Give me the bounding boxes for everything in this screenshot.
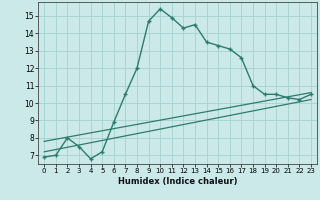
X-axis label: Humidex (Indice chaleur): Humidex (Indice chaleur) (118, 177, 237, 186)
